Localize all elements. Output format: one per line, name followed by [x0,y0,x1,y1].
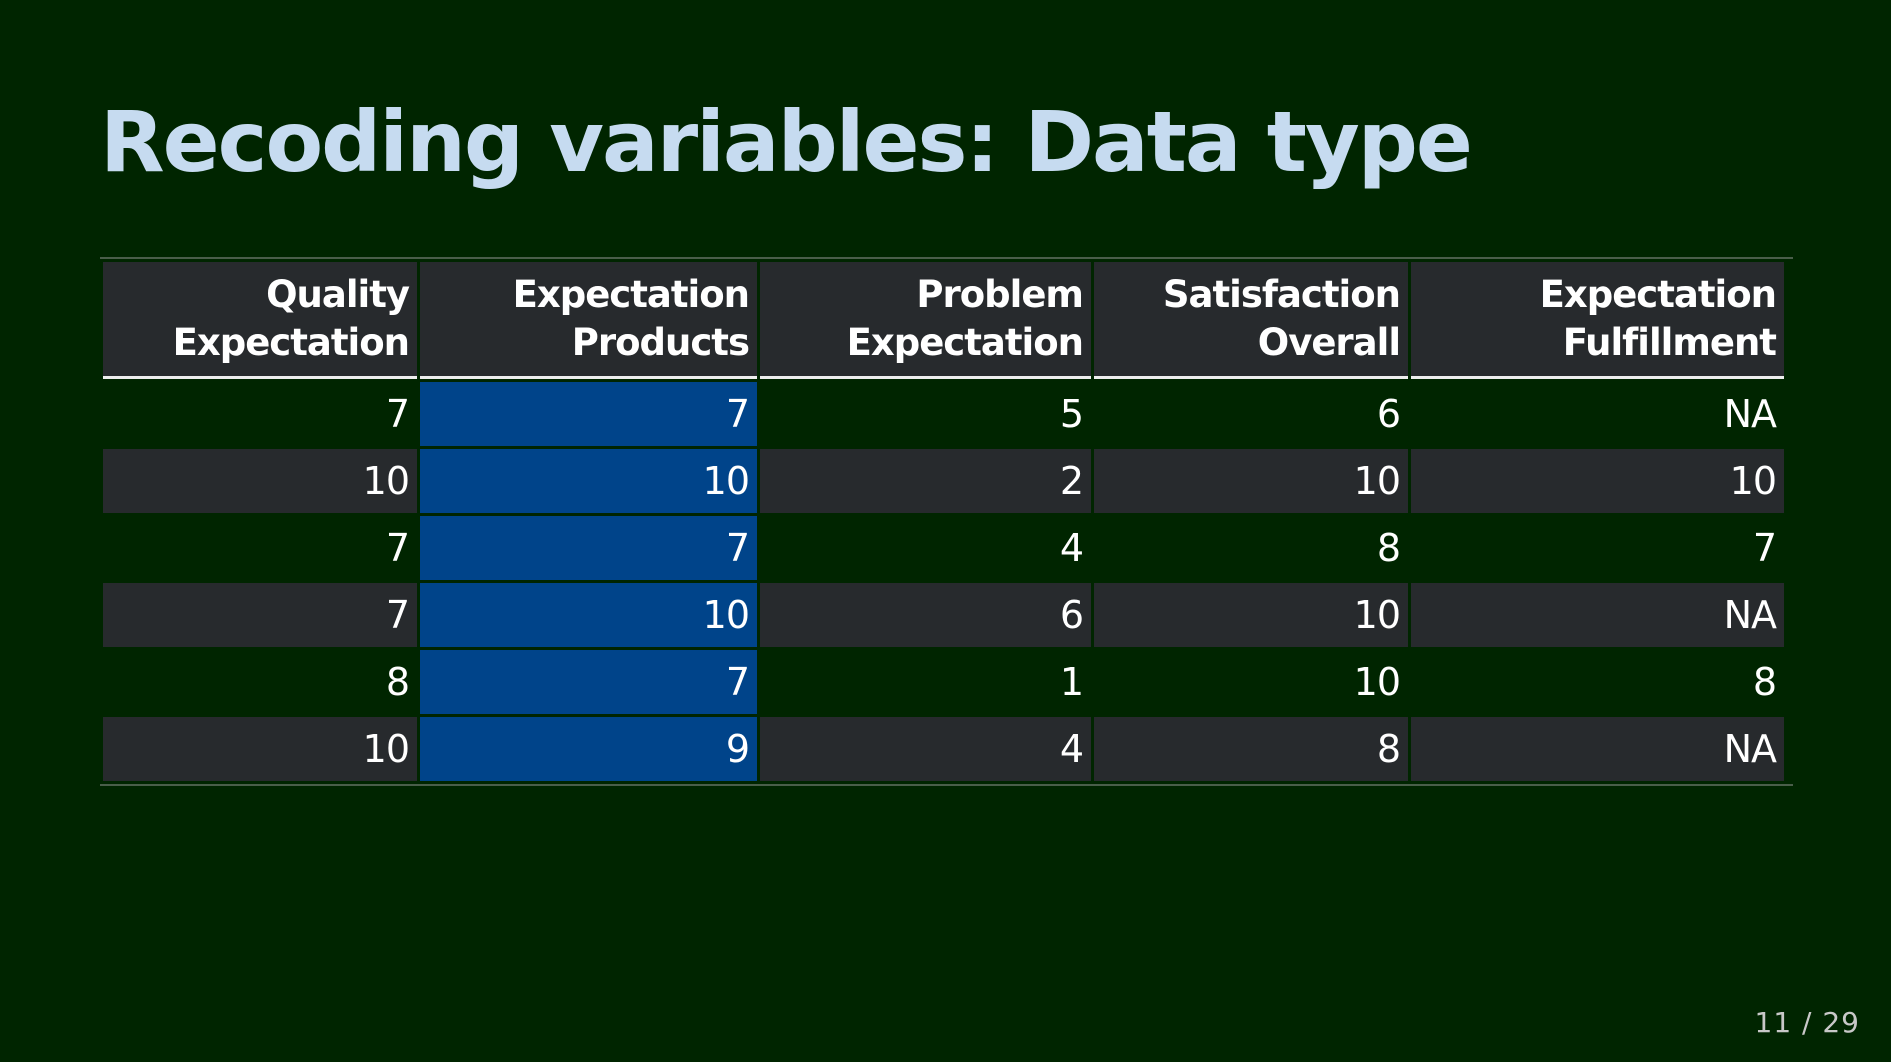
table-cell: 5 [1059,392,1084,436]
table-cell: 10 [1411,449,1784,513]
table-cell: 8 [1376,526,1401,570]
column-header-satisfaction-overall: Satisfaction Overall [1094,262,1408,379]
table-cell: 6 [760,583,1091,647]
table-row: 7 7 5 6 NA [103,382,1784,446]
column-header-problem-expectation: Problem Expectation [760,262,1091,379]
table-cell: NA [1411,717,1784,781]
data-table: Quality Expectation Expectation Products… [100,259,1787,784]
table-cell: 8 [1094,717,1408,781]
table-row: 7 10 6 10 NA [103,583,1784,647]
page-number: 11 / 29 [1754,1006,1860,1039]
table-cell: 1 [1059,660,1084,704]
table-cell: 8 [385,660,410,704]
table-cell: NA [1723,392,1777,436]
table-cell: 7 [1752,526,1777,570]
table-cell: 7 [385,392,410,436]
column-header-expectation-fulfillment: Expectation Fulfillment [1411,262,1784,379]
table-row: 10 9 4 8 NA [103,717,1784,781]
table-row: 10 10 2 10 10 [103,449,1784,513]
table-cell: 7 [385,526,410,570]
table-cell-highlighted: 10 [420,449,757,513]
table-cell: 4 [760,717,1091,781]
slide-title: Recoding variables: Data type [100,93,1473,191]
column-header-expectation-products: Expectation Products [420,262,757,379]
data-table-wrapper: Quality Expectation Expectation Products… [100,257,1793,786]
table-cell: 4 [1059,526,1084,570]
table-cell: 10 [1094,583,1408,647]
table-cell-highlighted: 10 [420,583,757,647]
table-cell: 10 [1094,449,1408,513]
table-cell-highlighted: 9 [420,717,757,781]
table-cell-highlighted: 7 [420,650,757,714]
table-cell-highlighted: 7 [420,382,757,446]
column-header-quality-expectation: Quality Expectation [103,262,417,379]
table-cell: 10 [103,449,417,513]
table-cell-highlighted: 7 [420,516,757,580]
table-header-row: Quality Expectation Expectation Products… [103,262,1784,379]
table-cell: 10 [103,717,417,781]
table-row: 7 7 4 8 7 [103,516,1784,580]
table-cell: 6 [1376,392,1401,436]
table-row: 8 7 1 10 8 [103,650,1784,714]
table-cell: NA [1411,583,1784,647]
table-cell: 8 [1752,660,1777,704]
table-cell: 10 [1353,660,1401,704]
table-cell: 2 [760,449,1091,513]
table-cell: 7 [103,583,417,647]
